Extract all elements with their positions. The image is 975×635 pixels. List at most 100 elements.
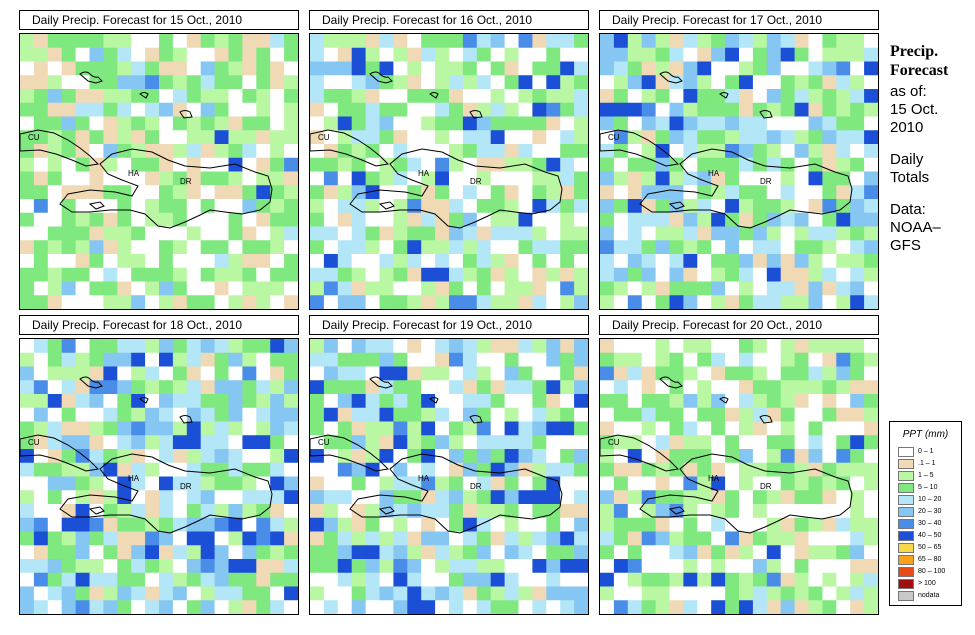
precip-cell <box>641 504 657 519</box>
precip-cell <box>337 490 353 505</box>
precip-cell <box>75 116 91 131</box>
precip-cell <box>75 545 91 560</box>
precip-cell <box>850 586 865 601</box>
precip-cell <box>270 34 285 49</box>
precip-cell <box>421 281 436 296</box>
precip-cell <box>351 407 367 423</box>
precip-cell <box>504 144 520 159</box>
precip-cell <box>270 572 285 588</box>
precip-cell <box>711 102 726 118</box>
precip-cell <box>89 586 104 601</box>
precip-cell <box>131 144 146 159</box>
precip-cell <box>159 61 174 76</box>
precip-cell <box>518 144 533 159</box>
precip-cell <box>697 157 712 173</box>
precip-cell <box>850 559 865 574</box>
precip-legend: PPT (mm) 0 – 1 .1 – 1 1 – 5 5 – 10 10 – … <box>889 421 962 606</box>
precip-cell <box>242 185 257 200</box>
precip-cell <box>600 185 615 200</box>
precip-cell <box>407 295 422 309</box>
precip-cell <box>145 171 160 186</box>
precip-cell <box>725 490 740 505</box>
precip-cell <box>836 254 851 269</box>
precip-cell <box>75 281 91 296</box>
precip-cell <box>476 157 492 173</box>
precip-cell <box>711 212 726 228</box>
precip-cell <box>365 281 381 296</box>
precip-cell <box>739 517 754 533</box>
precip-cell <box>20 394 35 409</box>
precip-cell <box>600 490 615 505</box>
precip-cell <box>33 421 49 436</box>
precip-cell <box>379 61 394 76</box>
precip-cell <box>186 226 202 241</box>
precip-cell <box>435 394 450 409</box>
coastline <box>79 71 103 84</box>
precip-cell <box>103 157 118 173</box>
precip-cell <box>683 476 698 491</box>
precip-cell <box>47 212 63 228</box>
precip-cell <box>504 254 520 269</box>
precip-cell <box>337 435 353 450</box>
precip-cell <box>117 504 132 519</box>
precip-cell <box>435 157 450 173</box>
precip-cell <box>337 240 353 255</box>
precip-cell <box>270 394 285 409</box>
country-label-haiti: HA <box>418 169 430 178</box>
precip-cell <box>739 171 754 186</box>
precip-cell <box>766 435 782 450</box>
precip-cell <box>214 34 230 49</box>
precip-cell <box>228 102 243 118</box>
precip-cell <box>697 462 712 478</box>
precip-cell <box>145 366 160 381</box>
precip-cell <box>808 531 823 546</box>
precip-cell <box>117 130 132 145</box>
precip-cell <box>627 157 643 173</box>
precip-cell <box>600 572 615 588</box>
precip-cell <box>794 199 810 214</box>
precip-cell <box>504 240 520 255</box>
panel-title: Daily Precip. Forecast for 18 Oct., 2010 <box>19 315 299 335</box>
precip-cell <box>407 545 422 560</box>
precip-cell <box>504 449 520 464</box>
precip-cell <box>365 545 381 560</box>
coastline <box>600 434 680 472</box>
precip-cell <box>89 130 104 145</box>
precip-cell <box>270 171 285 186</box>
precip-cell <box>310 89 325 104</box>
precip-cell <box>186 545 202 560</box>
precip-cell <box>836 47 851 63</box>
precip-cell <box>669 254 684 269</box>
precip-cell <box>600 517 615 533</box>
precip-cell <box>725 75 740 90</box>
precip-cell <box>449 116 464 131</box>
precip-cell <box>711 47 726 63</box>
precip-cell <box>504 572 520 588</box>
precip-cell <box>75 394 91 409</box>
precip-cell <box>159 531 174 546</box>
precip-cell <box>200 281 216 296</box>
precip-cell <box>504 89 520 104</box>
precip-cell <box>683 531 698 546</box>
precip-cell <box>310 366 325 381</box>
precip-cell <box>752 34 768 49</box>
precip-cell <box>407 47 422 63</box>
precip-cell <box>407 572 422 588</box>
precip-cell <box>711 352 726 368</box>
precip-cell <box>850 116 865 131</box>
precip-cell <box>613 102 629 118</box>
precip-cell <box>242 226 257 241</box>
coastline <box>139 397 149 404</box>
precip-cell <box>33 267 49 283</box>
precip-cell <box>310 171 325 186</box>
precip-cell <box>284 407 298 423</box>
precip-cell <box>33 185 49 200</box>
precip-cell <box>655 240 671 255</box>
precip-cell <box>421 199 436 214</box>
precip-cell <box>560 559 575 574</box>
precip-cell <box>655 490 671 505</box>
precip-cell <box>323 281 339 296</box>
precip-cell <box>172 366 188 381</box>
precip-cell <box>103 212 118 228</box>
precip-cell <box>794 600 810 614</box>
